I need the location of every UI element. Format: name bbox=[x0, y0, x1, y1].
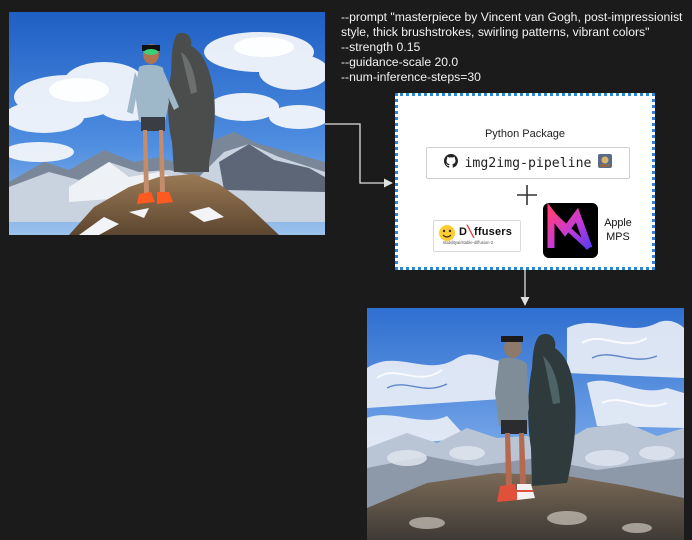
cli-strength-argument: --strength 0.15 bbox=[341, 40, 421, 55]
metal-icon bbox=[547, 203, 593, 250]
input-photo-illustration bbox=[9, 12, 325, 235]
python-package-box: Python Package img2img-pipeline D╲f bbox=[395, 93, 655, 270]
cli-prompt-argument: --prompt "masterpiece by Vincent van Gog… bbox=[341, 10, 683, 40]
diffusers-name: D╲ffusers bbox=[459, 226, 513, 238]
cli-steps-argument: --num-inference-steps=30 bbox=[341, 70, 481, 85]
repo-name: img2img-pipeline bbox=[464, 155, 592, 171]
cli-arguments: --prompt "masterpiece by Vincent van Gog… bbox=[341, 10, 686, 85]
repo-badge: img2img-pipeline bbox=[426, 147, 630, 179]
input-photo bbox=[9, 12, 325, 235]
arrow-input-to-package bbox=[325, 123, 393, 188]
diffusers-model-caption: stabilityai/stable-diffusion-2 bbox=[443, 240, 494, 245]
huggingface-icon bbox=[439, 225, 455, 241]
package-box-title: Python Package bbox=[484, 128, 566, 140]
cli-guidance-argument: --guidance-scale 20.0 bbox=[341, 55, 459, 70]
apple-mps-logo bbox=[543, 203, 598, 258]
apple-mps-label: Apple MPS bbox=[604, 217, 632, 243]
diffusers-logo: D╲ffusers stabilityai/stable-diffusion-2 bbox=[433, 220, 521, 252]
output-photo bbox=[367, 308, 684, 540]
output-photo-illustration bbox=[367, 308, 684, 540]
plus-icon bbox=[517, 185, 537, 205]
github-icon bbox=[444, 154, 459, 172]
repo-thumbnail-icon bbox=[597, 154, 612, 172]
